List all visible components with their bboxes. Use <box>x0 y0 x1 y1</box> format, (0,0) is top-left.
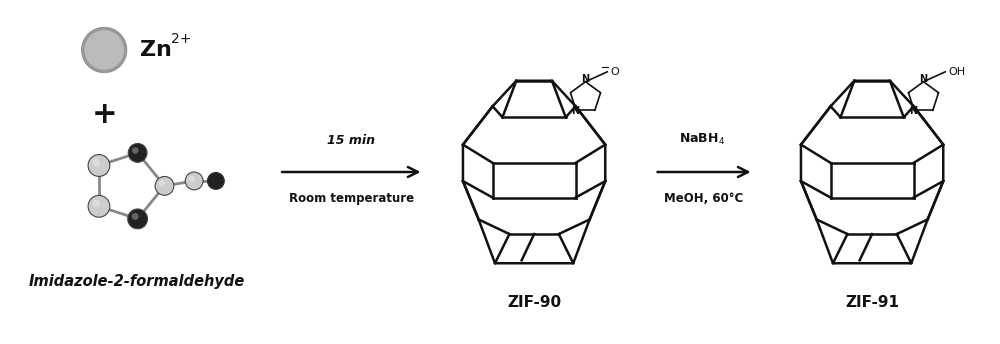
Text: N: N <box>571 106 579 116</box>
Circle shape <box>128 143 147 162</box>
Circle shape <box>88 195 110 217</box>
Text: N: N <box>909 106 917 116</box>
Circle shape <box>92 38 116 62</box>
Text: ZIF-90: ZIF-90 <box>507 295 561 310</box>
Circle shape <box>185 172 203 190</box>
Circle shape <box>92 159 100 166</box>
Circle shape <box>207 172 224 189</box>
Circle shape <box>81 27 127 73</box>
Text: Imidazole-2-formaldehyde: Imidazole-2-formaldehyde <box>29 273 245 289</box>
Text: O: O <box>610 67 619 77</box>
Text: MeOH, 60°C: MeOH, 60°C <box>664 192 744 205</box>
Text: N: N <box>581 74 590 84</box>
Text: ZIF-91: ZIF-91 <box>845 295 899 310</box>
Text: OH: OH <box>948 67 965 77</box>
Circle shape <box>132 147 139 154</box>
Circle shape <box>98 44 110 56</box>
Circle shape <box>132 213 139 220</box>
Circle shape <box>155 176 174 195</box>
Text: $\mathbf{Zn}$: $\mathbf{Zn}$ <box>139 40 171 60</box>
Circle shape <box>189 176 195 182</box>
Circle shape <box>88 154 110 176</box>
Text: NaBH$_4$: NaBH$_4$ <box>679 132 725 147</box>
Text: N: N <box>919 74 928 84</box>
Text: Room temperature: Room temperature <box>289 192 414 205</box>
Circle shape <box>159 180 165 187</box>
Circle shape <box>84 30 124 70</box>
Text: 15 min: 15 min <box>327 134 375 147</box>
Text: +: + <box>91 100 117 129</box>
Circle shape <box>128 209 148 229</box>
Text: 2+: 2+ <box>171 32 192 46</box>
Circle shape <box>92 200 100 207</box>
